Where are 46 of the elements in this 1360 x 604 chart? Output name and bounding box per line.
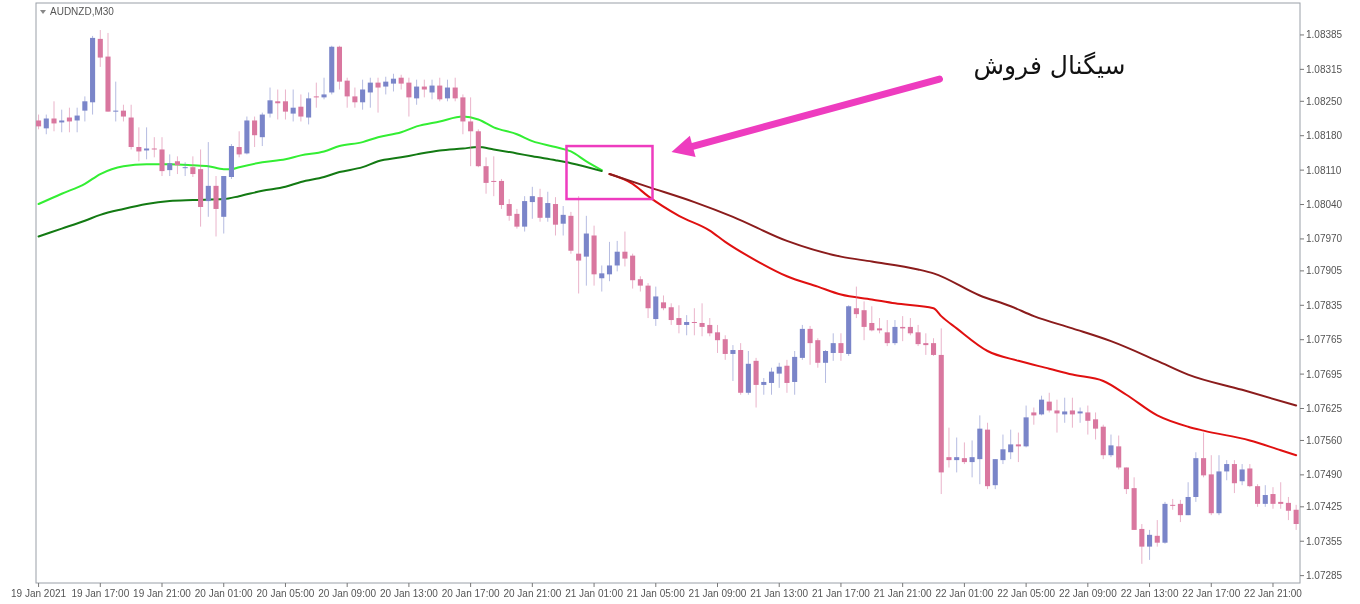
y-tick-label: 1.07355	[1306, 535, 1343, 547]
x-tick-label: 20 Jan 17:00	[441, 588, 500, 599]
x-tick-label: 22 Jan 01:00	[935, 588, 994, 599]
y-tick-label: 1.08040	[1306, 199, 1343, 211]
x-tick-label: 21 Jan 01:00	[565, 588, 624, 599]
x-tick-label: 19 Jan 17:00	[71, 588, 130, 599]
y-tick-label: 1.07835	[1306, 299, 1343, 311]
candlestick	[1170, 498, 1176, 511]
x-tick-label: 21 Jan 13:00	[750, 588, 809, 599]
x-tick-label: 20 Jan 09:00	[318, 588, 377, 599]
y-tick-label: 1.07285	[1306, 570, 1343, 582]
x-tick-label: 20 Jan 05:00	[256, 588, 315, 599]
x-tick-label: 21 Jan 17:00	[812, 588, 871, 599]
x-tick-label: 21 Jan 05:00	[626, 588, 686, 599]
x-tick-label: 22 Jan 13:00	[1120, 588, 1179, 599]
y-tick-label: 1.07625	[1306, 403, 1343, 415]
x-tick-label: 22 Jan 09:00	[1058, 588, 1118, 599]
y-tick-label: 1.07765	[1306, 334, 1343, 346]
line-series	[37, 115, 603, 206]
candlestick	[182, 161, 188, 177]
y-tick-label: 1.08250	[1306, 95, 1343, 107]
y-tick-label: 1.08385	[1306, 29, 1343, 41]
y-tick-label: 1.07695	[1306, 368, 1343, 380]
y-tick-label: 1.08180	[1306, 130, 1343, 142]
y-tick-label: 1.08315	[1306, 63, 1343, 75]
annotation: سیگنال فروش	[973, 51, 1126, 82]
x-tick-label: 20 Jan 13:00	[379, 588, 439, 599]
x-tick-label: 19 Jan 2021	[11, 588, 67, 599]
x-tick-label: 20 Jan 01:00	[194, 588, 254, 599]
x-tick-label: 22 Jan 21:00	[1244, 588, 1303, 599]
chart-title: AUDNZD,M30	[50, 6, 115, 17]
y-tick-label: 1.07490	[1306, 469, 1343, 481]
line-series	[608, 173, 1298, 407]
y-tick-label: 1.07425	[1306, 501, 1343, 513]
line-series	[37, 146, 603, 238]
x-tick-label: 21 Jan 21:00	[873, 588, 933, 599]
y-tick-label: 1.07560	[1306, 434, 1343, 446]
y-tick-label: 1.08110	[1306, 164, 1342, 176]
x-tick-label: 22 Jan 17:00	[1182, 588, 1241, 599]
x-tick-label: 19 Jan 21:00	[133, 588, 192, 599]
x-tick-label: 20 Jan 21:00	[503, 588, 562, 599]
y-tick-label: 1.07905	[1306, 265, 1343, 277]
y-tick-label: 1.07970	[1306, 233, 1343, 245]
candlestick	[1077, 407, 1083, 424]
x-tick-label: 22 Jan 05:00	[997, 588, 1056, 599]
x-tick-label: 21 Jan 09:00	[688, 588, 747, 599]
